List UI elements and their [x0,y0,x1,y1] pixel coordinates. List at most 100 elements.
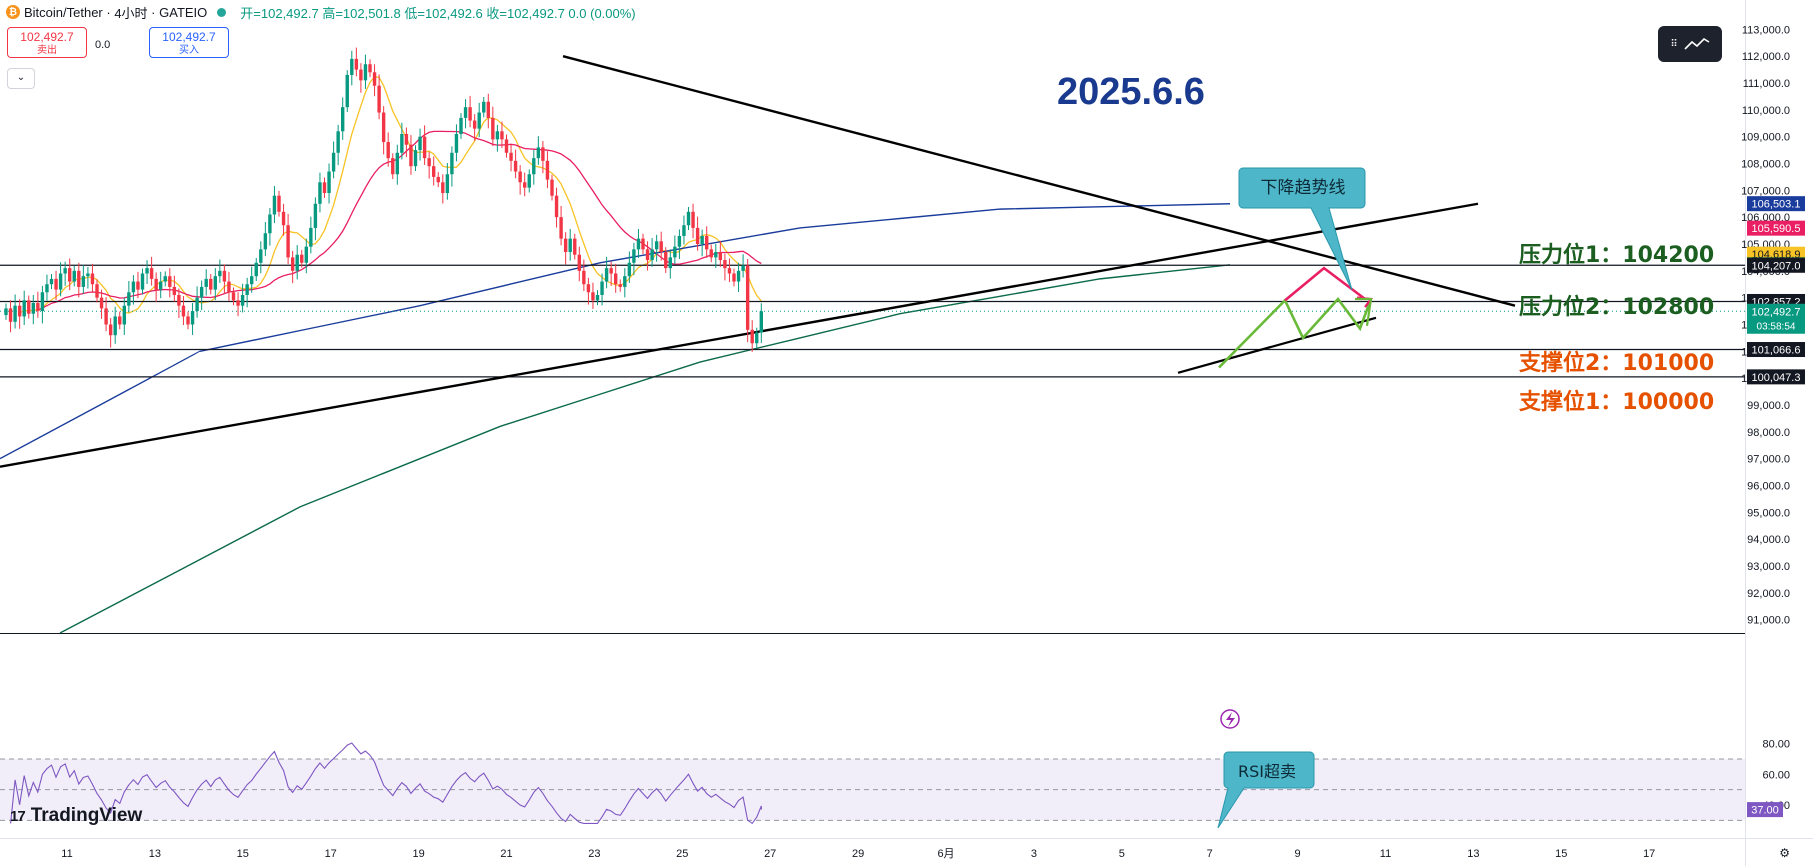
candle-body [450,152,454,175]
candle-body [755,332,759,344]
candle-body [17,305,22,317]
candle-body [654,241,659,250]
candle-body [659,241,663,253]
candle-body [209,278,213,290]
drawing-tool-button[interactable]: ⠿ [1658,26,1722,62]
candle-body [359,69,363,81]
candle-body [90,273,95,285]
candle-body [545,160,550,180]
time-tick-label: 17 [1643,848,1655,860]
candle-body [563,238,568,253]
price-tick-label: 113,000.0 [1742,24,1790,36]
candle-body [231,292,236,301]
time-tick-label: 25 [676,848,688,860]
time-tick-label: 13 [1467,848,1479,860]
time-tick-label: 21 [500,848,512,860]
candle-body [727,268,732,274]
candle-body [536,147,541,159]
collapse-button[interactable]: ⌄ [7,68,35,89]
candle-body [322,182,327,194]
candle-body [741,265,745,271]
candle-body [40,292,45,312]
candle-body [68,268,72,282]
candle-body [673,246,677,258]
candle-body [422,136,427,159]
candle-body [472,120,477,129]
gear-icon: ⚙ [1779,846,1790,860]
projection-paths [1218,266,1374,369]
price-tick-label: 111,000.0 [1743,78,1790,90]
candle-body [686,211,691,226]
candle-body [327,171,331,194]
candle-body [363,64,368,81]
rsi-pane [0,742,1745,825]
candle-body [677,235,682,247]
price-tick-label: 99,000.0 [1747,400,1790,412]
candle-body [31,303,35,314]
candle-body [477,112,481,129]
candle-body [404,133,409,145]
candle-body [523,182,527,188]
candle-body [381,112,386,143]
rsi-callout [1217,751,1315,829]
candle-body [463,107,468,118]
candle-body [140,273,145,290]
price-axis[interactable]: 113,000.0 112,000.0 111,000.0 110,000.0 109,… [1741,24,1805,818]
candle-body [304,246,308,263]
symbol-header: ₿ Bitcoin/Tether · 4小时 · GATEIO 开=102,49… [6,2,644,22]
bearish-path [1284,266,1366,302]
candle-body [513,160,518,172]
candle-body [45,284,49,293]
candle-body [295,254,299,271]
price-pane [0,0,1746,866]
time-tick-label: 15 [237,848,249,860]
price-tag [1747,342,1805,358]
candle-body [72,270,76,282]
candle-body [368,64,372,73]
candle-body [568,238,572,253]
candle-body [22,300,26,317]
tradingview-logo[interactable]: 17 TradingView [10,805,142,827]
candle-body [199,286,204,298]
brand-name: TradingView [30,805,143,826]
rsi-callout-text: RSI超卖 [1238,762,1296,781]
price-tag-label: 106,503.1 [1752,199,1801,211]
candle-body [750,329,754,344]
price-tag-label: 104,207.0 [1752,260,1801,272]
time-tick-label: 9 [1295,848,1301,860]
candle-body [290,257,295,271]
candle-body [58,273,63,290]
time-tick-label: 17 [325,848,337,860]
candle-body [436,176,440,183]
candle-body [745,265,750,330]
candle-body [586,284,591,293]
trendline-callout-text: 下降趋势线 [1261,178,1346,198]
symbol-name[interactable]: Bitcoin/Tether [24,4,103,20]
candle-body [386,142,390,159]
ma-fast-line [19,76,762,314]
time-tick-label: 11 [1380,848,1391,860]
price-tag-label: 100,047.3 [1752,372,1801,384]
candle-body [664,252,668,269]
candle-body [354,58,359,70]
grid-icon: ⠿ [1670,38,1678,50]
candle-body [131,281,136,293]
price-tick-label: 91,000.0 [1747,615,1790,627]
sell-button[interactable]: 102,492.7 卖出 [7,27,87,58]
candle-body [341,107,345,132]
bullish-arrowhead [1355,297,1373,326]
price-tick-label: 93,000.0 [1747,561,1790,573]
candle-body [227,281,231,293]
buy-button[interactable]: 102,492.7 买入 [149,27,229,58]
time-tick-label: 5 [1119,848,1125,860]
interval-label[interactable]: 4小时 [114,5,148,21]
time-axis[interactable]: 11 13 15 17 19 21 23 25 27 29 6月 3 5 7 9 11 13 15 17 ⚙ [0,838,1813,861]
candle-body [181,305,186,317]
candle-body [500,131,504,140]
candle-body [577,254,581,271]
buy-price: 102,492.7 [162,30,216,44]
candle-body [81,276,86,287]
candle-body [4,308,8,316]
price-tick-label: 107,000.0 [1741,185,1790,197]
